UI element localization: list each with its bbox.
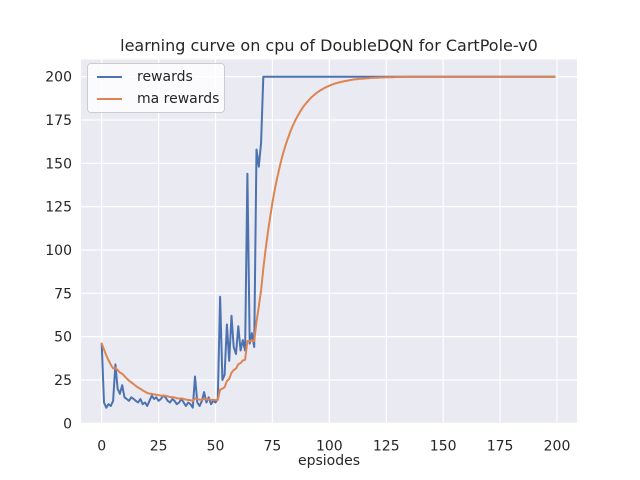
rewards-line-icon xyxy=(97,75,122,78)
x-tick-label: 200 xyxy=(544,439,571,455)
y-tick-label: 175 xyxy=(45,113,72,129)
x-tick-label: 125 xyxy=(373,439,400,455)
x-tick-label: 50 xyxy=(207,439,225,455)
x-tick-label: 175 xyxy=(487,439,514,455)
ma-rewards-line-icon xyxy=(97,98,122,101)
x-tick-label: 100 xyxy=(316,439,343,455)
x-tick-label: 0 xyxy=(97,439,106,455)
legend-label-ma-rewards: ma rewards xyxy=(137,91,220,108)
y-tick-label: 0 xyxy=(63,416,72,432)
y-tick-label: 200 xyxy=(45,70,72,86)
y-tick-label: 75 xyxy=(54,286,72,302)
legend-label-rewards: rewards xyxy=(137,68,193,85)
chart-title: learning curve on cpu of DoubleDQN for C… xyxy=(120,36,538,55)
series-line-ma-rewards xyxy=(100,75,556,402)
y-tick-label: 125 xyxy=(45,200,72,216)
y-tick-label: 100 xyxy=(45,243,72,259)
x-tick-label: 150 xyxy=(430,439,457,455)
legend-entry-ma-rewards: ma rewards xyxy=(88,89,224,109)
legend-entry-rewards: rewards xyxy=(88,67,224,87)
x-tick-label: 25 xyxy=(150,439,168,455)
y-tick-label: 25 xyxy=(54,373,72,389)
y-tick-label: 150 xyxy=(45,156,72,172)
y-tick-label: 50 xyxy=(54,330,72,346)
x-axis-label: epsiodes xyxy=(297,453,361,469)
legend: rewards ma rewards xyxy=(87,63,225,113)
x-tick-label: 75 xyxy=(264,439,282,455)
